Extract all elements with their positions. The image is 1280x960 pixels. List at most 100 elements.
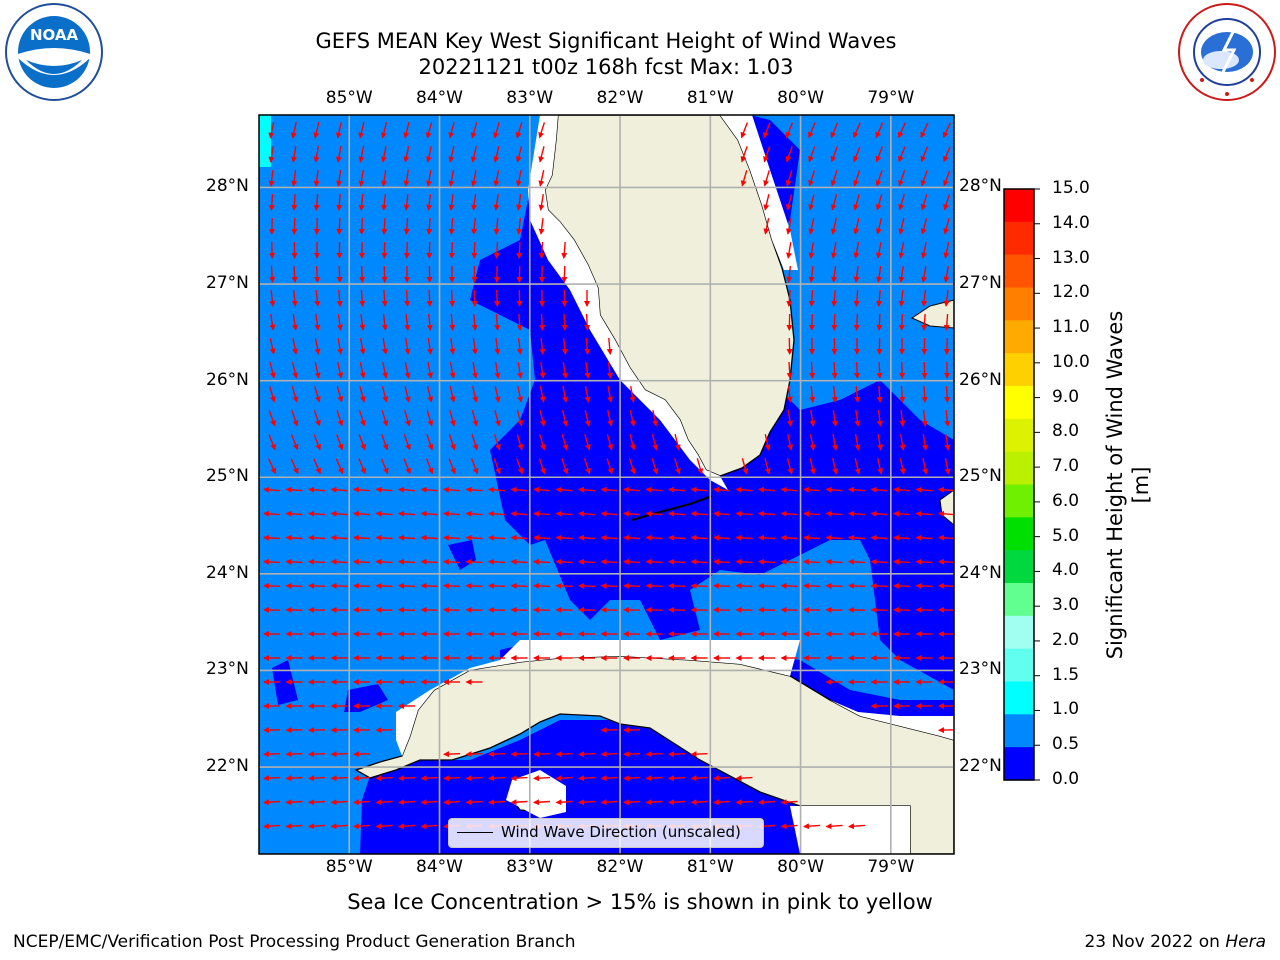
wind-arrow <box>285 534 303 541</box>
wind-arrow <box>830 170 838 187</box>
wind-arrow <box>808 218 815 235</box>
wind-arrow <box>493 170 500 187</box>
wind-arrow <box>510 582 528 589</box>
wind-arrow <box>448 458 456 475</box>
wind-arrow <box>921 409 928 427</box>
wind-arrow <box>448 217 455 235</box>
wind-arrow <box>921 265 927 283</box>
lon-label-top: 83°W <box>506 88 554 108</box>
wind-arrow <box>291 386 299 403</box>
wind-arrow <box>449 410 456 427</box>
wind-arrow <box>898 218 905 235</box>
wind-arrow <box>623 751 641 758</box>
wind-arrow <box>875 146 884 163</box>
wind-arrow <box>831 313 838 331</box>
wind-arrow <box>404 289 411 307</box>
cuba-north-gap <box>830 700 954 740</box>
wind-arrow <box>427 361 434 379</box>
wind-arrow <box>870 486 888 493</box>
colorbar-segment <box>1004 550 1034 584</box>
wind-arrow <box>578 582 596 589</box>
wind-arrow <box>516 434 524 451</box>
wind-arrow <box>735 486 753 493</box>
wind-arrow <box>426 313 433 331</box>
wind-arrow <box>561 458 569 475</box>
wind-arrow <box>898 313 905 331</box>
wind-arrow <box>471 410 479 427</box>
wind-arrow <box>578 534 596 541</box>
wind-arrow <box>803 558 821 565</box>
wind-arrow <box>308 558 326 565</box>
wind-arrow <box>578 558 596 565</box>
wind-arrow <box>758 534 776 541</box>
legend-label: Wind Wave Direction (unscaled) <box>501 823 741 841</box>
wind-arrow <box>832 458 839 475</box>
colorbar-segment <box>1004 189 1034 223</box>
wind-arrow <box>645 534 663 541</box>
wind-arrow <box>533 558 551 565</box>
wind-arrow <box>533 582 551 589</box>
wind-arrow <box>584 313 591 331</box>
wind-arrow <box>420 799 438 806</box>
wind-arrow <box>465 534 483 541</box>
wind-arrow <box>606 337 613 355</box>
wind-arrow <box>539 410 546 427</box>
wind-arrow <box>943 313 950 331</box>
wind-arrow <box>471 313 478 331</box>
wind-arrow <box>313 458 321 475</box>
wind-arrow <box>471 289 478 307</box>
wind-arrow <box>600 558 618 565</box>
wind-arrow <box>808 194 815 211</box>
wind-arrow <box>313 170 320 187</box>
colorbar-tick-label: 12.0 <box>1052 282 1090 303</box>
wind-arrow <box>893 510 911 517</box>
wind-arrow <box>938 582 954 589</box>
wind-arrow <box>465 486 483 493</box>
wind-arrow <box>285 582 303 589</box>
wind-arrow <box>831 361 838 379</box>
wind-arrow <box>465 751 483 758</box>
wind-arrow <box>291 217 298 235</box>
colorbar-segment <box>1004 747 1034 781</box>
wind-arrow <box>517 361 523 379</box>
wind-arrow <box>426 194 433 211</box>
wind-arrow <box>488 534 506 541</box>
wind-arrow <box>381 386 389 403</box>
wind-arrow <box>420 534 438 541</box>
wind-arrow <box>290 434 299 451</box>
wind-arrow <box>335 122 342 139</box>
wind-arrow <box>674 458 681 475</box>
wind-arrow <box>623 558 641 565</box>
wind-arrow <box>263 534 281 541</box>
wind-arrow <box>285 486 303 493</box>
wind-arrow <box>353 751 371 758</box>
wind-arrow <box>690 751 708 758</box>
wind-arrow <box>263 751 281 758</box>
wind-arrow <box>875 194 883 211</box>
wind-arrow <box>353 534 371 541</box>
wind-arrow <box>314 314 321 331</box>
wind-arrow <box>875 170 883 187</box>
wind-arrow <box>854 458 861 475</box>
wind-arrow <box>268 170 275 187</box>
svg-text:NOAA: NOAA <box>30 26 79 44</box>
wind-arrow <box>876 361 883 379</box>
wind-arrow <box>696 458 704 475</box>
wind-arrow <box>898 265 905 283</box>
wind-arrow <box>336 410 344 427</box>
wind-arrow <box>803 510 821 517</box>
wind-arrow <box>561 265 568 283</box>
wind-arrow <box>471 217 478 235</box>
cuba-coast-gap <box>396 640 800 756</box>
wind-arrow <box>337 362 344 379</box>
wind-arrow <box>335 458 344 475</box>
wind-arrow <box>938 534 954 541</box>
wind-arrow <box>674 434 681 451</box>
wind-arrow <box>803 582 821 589</box>
wind-arrow <box>830 146 838 163</box>
lat-label-left: 26°N <box>206 369 249 390</box>
colorbar-tick-label: 4.0 <box>1052 560 1080 581</box>
chart-title: GEFS MEAN Key West Significant Height of… <box>315 29 897 53</box>
wind-arrow <box>269 386 276 403</box>
wind-arrow <box>758 486 776 493</box>
